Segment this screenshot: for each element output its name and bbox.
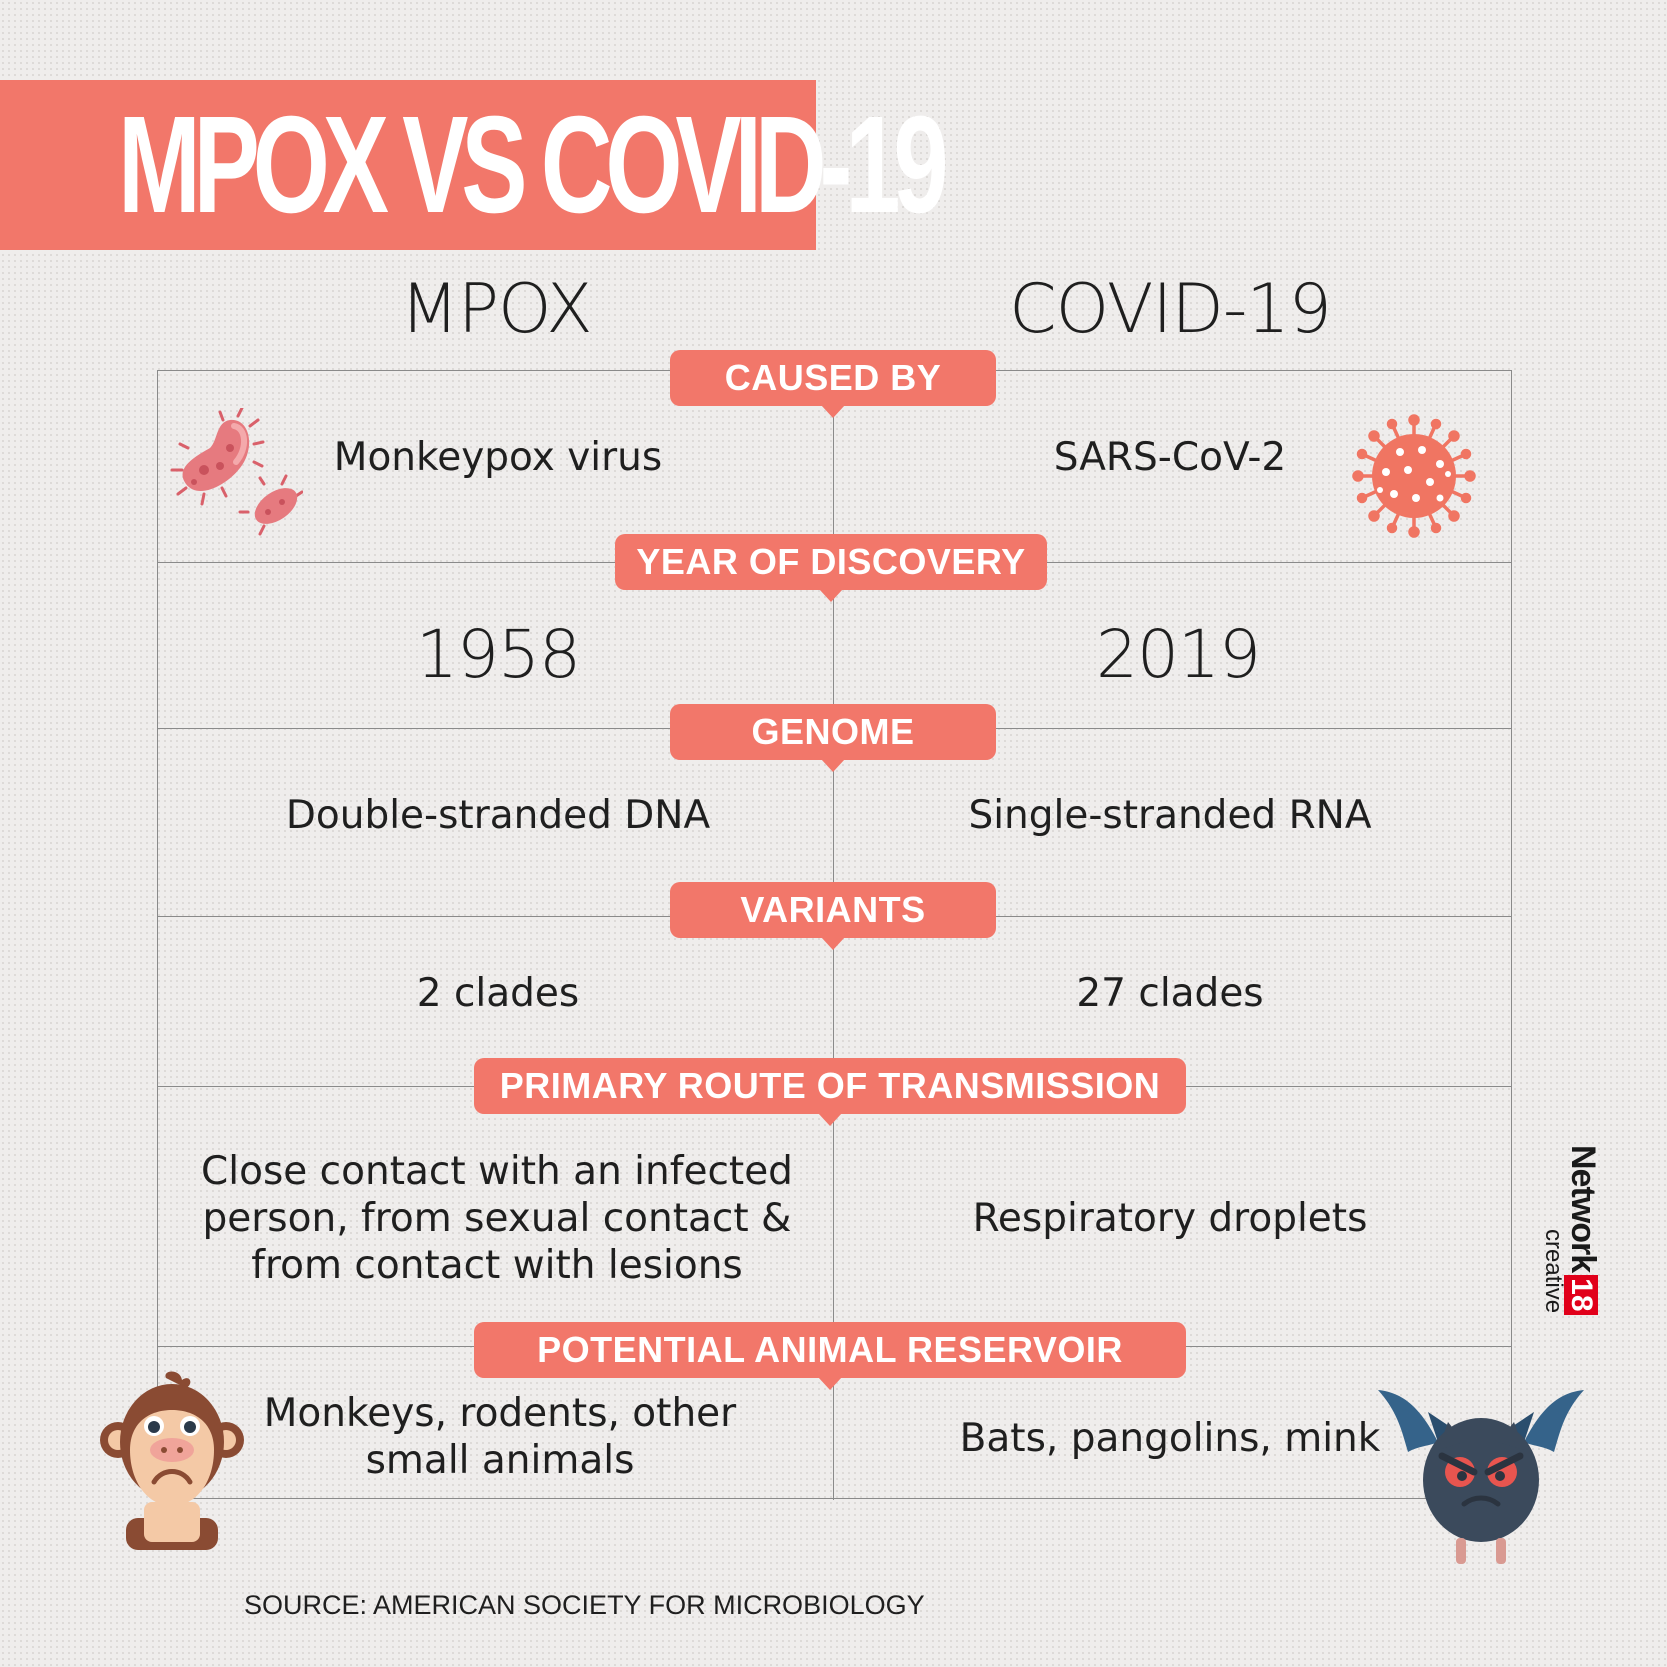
network18-creative-logo: Network18 creative	[1532, 1145, 1622, 1335]
row-label-variants: VARIANTS	[670, 882, 996, 950]
brand-name: Network	[1564, 1145, 1602, 1273]
monkey-icon	[100, 1371, 244, 1550]
covid-transmission: Respiratory droplets	[972, 1196, 1368, 1241]
covid-year: 2019	[1096, 616, 1261, 693]
row-label-animal-reservoir: POTENTIAL ANIMAL RESERVOIR	[474, 1322, 1186, 1390]
row-label-transmission: PRIMARY ROUTE OF TRANSMISSION	[474, 1058, 1186, 1126]
covid-genome: Single-stranded RNA	[968, 793, 1372, 838]
mpox-transmission: Close contact with an infected person, f…	[201, 1149, 793, 1288]
row-divider	[157, 1498, 1512, 1499]
bat-icon	[1378, 1390, 1584, 1564]
page-title: MPOX VS COVID-19	[118, 88, 949, 242]
column-header-mpox: MPOX	[400, 270, 592, 349]
coronavirus-icon	[1352, 414, 1476, 538]
comparison-table	[157, 370, 1512, 1500]
column-divider	[833, 410, 834, 1500]
title-banner: MPOX VS COVID-19	[0, 80, 949, 250]
column-header-covid: COVID-19	[1009, 270, 1332, 349]
mpox-caused-by: Monkeypox virus	[333, 435, 663, 480]
brand-sub: creative	[1540, 1229, 1567, 1314]
covid-variants: 27 clades	[1076, 971, 1264, 1016]
mpox-animal-reservoir: Monkeys, rodents, other small animals	[263, 1391, 737, 1483]
covid-caused-by: SARS-CoV-2	[1053, 435, 1287, 480]
covid-animal-reservoir: Bats, pangolins, mink	[959, 1416, 1381, 1461]
bacteria-icon	[170, 408, 303, 536]
brand-number: 18	[1564, 1275, 1598, 1315]
mpox-year: 1958	[416, 616, 581, 693]
mpox-variants: 2 clades	[416, 971, 580, 1016]
row-label-year-of-discovery: YEAR OF DISCOVERY	[615, 534, 1047, 602]
source-credit: SOURCE: AMERICAN SOCIETY FOR MICROBIOLOG…	[244, 1590, 925, 1620]
row-label-caused-by: CAUSED BY	[670, 350, 996, 418]
mpox-genome: Double-stranded DNA	[285, 793, 711, 838]
row-label-genome: GENOME	[670, 704, 996, 772]
